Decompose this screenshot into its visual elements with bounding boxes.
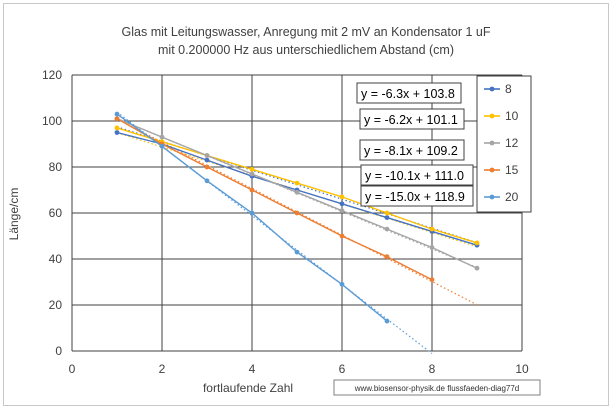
y-tick-label: 100 <box>42 114 62 128</box>
legend-label-8: 8 <box>505 82 512 96</box>
equation-box-15 <box>360 164 474 186</box>
data-point-15 <box>114 116 120 122</box>
data-point-12 <box>384 226 390 232</box>
legend-label-12: 12 <box>505 136 519 150</box>
equation-label-20: y = -15.0x + 118.9 <box>365 190 465 204</box>
x-axis-label: fortlaufende Zahl <box>203 381 293 395</box>
data-point-15 <box>249 187 255 193</box>
y-tick-label: 0 <box>55 344 62 358</box>
y-tick-label: 120 <box>42 68 62 82</box>
x-tick-label: 8 <box>429 362 436 376</box>
data-point-15 <box>429 277 435 283</box>
equation-box-12 <box>359 139 465 161</box>
equation-label-12: y = -8.1x + 109.2 <box>364 144 458 158</box>
legend-label-20: 20 <box>505 190 519 204</box>
data-point-10 <box>339 194 345 200</box>
data-point-12 <box>339 208 345 214</box>
data-point-20 <box>204 178 210 184</box>
x-tick-label: 6 <box>339 362 346 376</box>
x-tick-label: 10 <box>515 362 529 376</box>
x-tick-label: 4 <box>249 362 256 376</box>
y-axis-label: Länge/cm <box>7 188 21 241</box>
x-tick-label: 2 <box>159 362 166 376</box>
data-point-20 <box>294 249 300 255</box>
data-point-12 <box>294 189 300 195</box>
data-point-20 <box>159 143 165 149</box>
legend-marker-15 <box>489 167 495 173</box>
data-point-8 <box>339 201 345 207</box>
chart-title-line2: mit 0.200000 Hz aus unterschiedlichem Ab… <box>158 43 454 57</box>
equation-box-10 <box>359 108 465 130</box>
data-point-12 <box>204 153 210 158</box>
data-point-15 <box>294 210 300 216</box>
y-tick-label: 60 <box>49 206 63 220</box>
data-point-12 <box>474 265 480 271</box>
legend-box <box>476 75 532 213</box>
legend-marker-8 <box>489 86 495 92</box>
data-point-15 <box>384 254 390 260</box>
data-point-20 <box>339 281 345 287</box>
equation-box-8 <box>356 82 462 104</box>
legend-marker-12 <box>489 140 495 146</box>
series-line-15 <box>116 118 433 281</box>
chart-title-line1: Glas mit Leitungswasser, Anregung mit 2 … <box>122 25 491 39</box>
tick-labels: 0 20 40 60 80 100 120 0 2 4 6 8 10 <box>42 68 529 376</box>
data-series <box>114 111 480 324</box>
equation-label-15: y = -10.1x + 111.0 <box>365 169 464 183</box>
legend-label-15: 15 <box>505 163 519 177</box>
data-point-10 <box>429 226 435 232</box>
legend-label-10: 10 <box>505 109 519 123</box>
x-tick-label: 0 <box>69 362 76 376</box>
data-point-8 <box>114 130 120 135</box>
data-point-20 <box>114 111 120 117</box>
data-point-12 <box>159 134 165 140</box>
equation-box-20 <box>360 185 474 207</box>
data-point-8 <box>384 215 390 221</box>
data-point-10 <box>294 180 300 186</box>
y-tick-label: 40 <box>49 252 63 266</box>
data-point-12 <box>429 245 435 250</box>
data-point-12 <box>249 171 255 177</box>
data-point-20 <box>249 210 255 216</box>
legend-marker-20 <box>489 194 495 200</box>
y-tick-label: 20 <box>49 298 63 312</box>
data-point-20 <box>384 318 390 324</box>
legend: 8 10 12 15 20 <box>476 75 532 213</box>
data-point-15 <box>204 164 210 170</box>
y-tick-label: 80 <box>49 160 63 174</box>
data-point-15 <box>339 233 345 239</box>
data-point-10 <box>474 240 480 246</box>
watermark-box <box>333 379 541 396</box>
watermark: www.biosensor-physik.de flussfaeden-diag… <box>354 384 520 393</box>
data-point-10 <box>114 125 120 131</box>
legend-marker-10 <box>489 113 495 119</box>
trendline-equations: y = -6.3x + 103.8 y = -6.2x + 101.1 y = -8… <box>356 82 474 207</box>
equation-label-8: y = -6.3x + 103.8 <box>361 87 455 101</box>
data-point-8 <box>204 157 210 163</box>
data-point-10 <box>384 210 390 216</box>
data-point-10 <box>249 166 255 172</box>
equation-label-10: y = -6.2x + 101.1 <box>364 113 458 127</box>
